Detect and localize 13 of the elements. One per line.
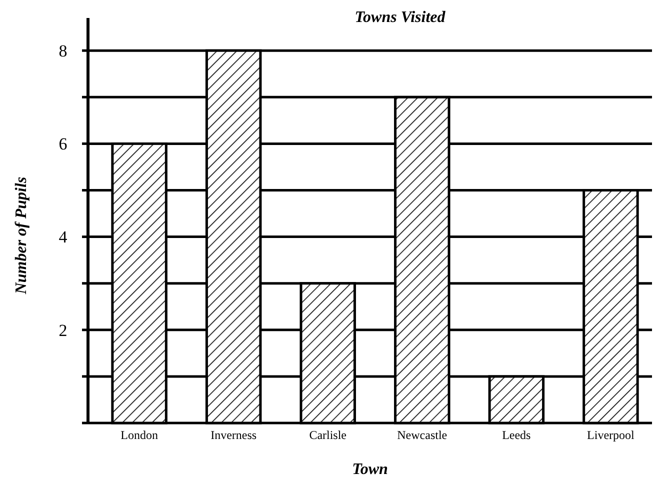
x-tick-label: Leeds (502, 428, 532, 442)
y-tick-label: 6 (58, 134, 68, 154)
x-tick-label: Liverpool (587, 428, 636, 442)
x-tick-label: Inverness (210, 428, 257, 442)
x-tick-label: London (120, 428, 158, 442)
x-tick-label: Carlisle (309, 428, 347, 442)
x-axis-title: Town (352, 461, 388, 478)
x-tick-label: Newcastle (397, 428, 448, 442)
y-tick-label: 4 (58, 228, 68, 247)
chart-title: Towns Visited (354, 9, 446, 26)
y-axis-title: Number of Pupils (13, 176, 30, 296)
y-tick-label: 8 (58, 42, 68, 61)
y-tick-label: 2 (58, 320, 68, 340)
